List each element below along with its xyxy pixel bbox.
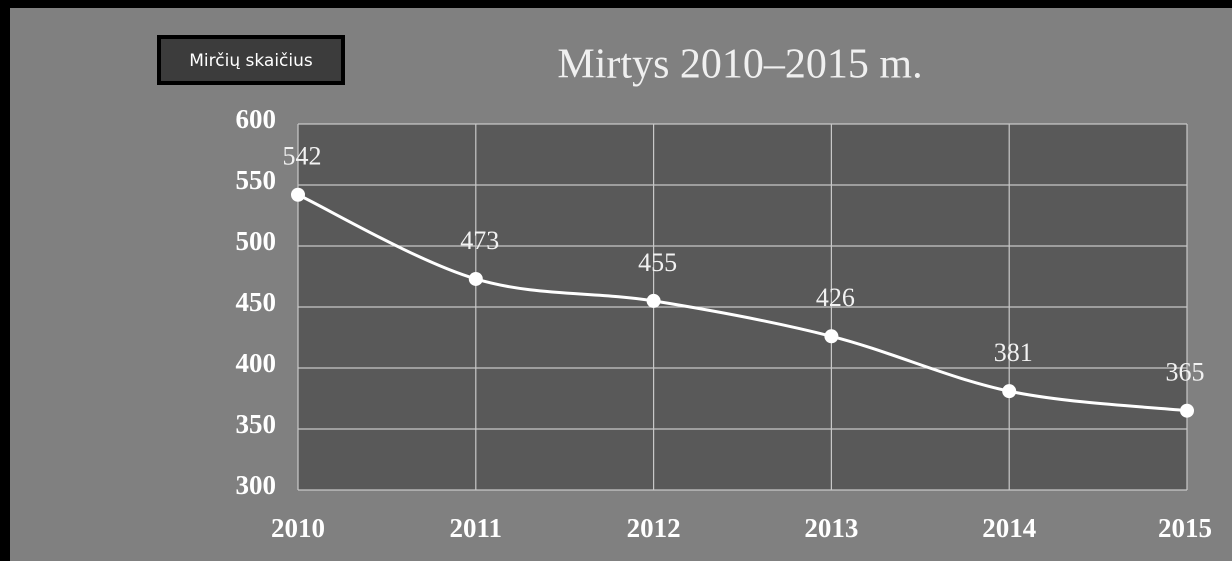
y-tick-label: 550 bbox=[236, 165, 277, 195]
x-tick-label: 2014 bbox=[982, 513, 1036, 543]
marker bbox=[468, 271, 483, 286]
y-tick-label: 600 bbox=[236, 104, 277, 134]
marker bbox=[1002, 384, 1017, 399]
data-label: 455 bbox=[638, 248, 677, 277]
x-tick-label: 2013 bbox=[804, 513, 858, 543]
marker bbox=[824, 329, 839, 344]
x-tick-label: 2012 bbox=[627, 513, 681, 543]
y-tick-label: 350 bbox=[236, 409, 277, 439]
data-label: 542 bbox=[283, 142, 322, 171]
data-label: 473 bbox=[460, 226, 499, 255]
marker bbox=[646, 293, 661, 308]
data-label: 426 bbox=[816, 283, 855, 312]
marker bbox=[1180, 403, 1194, 418]
x-tick-label: 2011 bbox=[450, 513, 503, 543]
legend-box bbox=[157, 35, 345, 85]
line bbox=[297, 193, 1188, 413]
legend-label: Mirčių skaičius bbox=[189, 51, 313, 71]
x-tick-label: 2015 bbox=[1158, 513, 1212, 543]
chart-title: Mirtys 2010–2015 m. bbox=[557, 42, 922, 88]
y-tick-label: 500 bbox=[236, 226, 277, 256]
y-tick-label: 400 bbox=[236, 348, 277, 378]
data-label: 381 bbox=[994, 338, 1033, 367]
marker bbox=[291, 187, 305, 202]
y-tick-label: 450 bbox=[236, 287, 277, 317]
data-label: 365 bbox=[1166, 358, 1205, 387]
y-tick-label: 300 bbox=[236, 470, 277, 500]
x-tick-label: 2010 bbox=[271, 513, 325, 543]
